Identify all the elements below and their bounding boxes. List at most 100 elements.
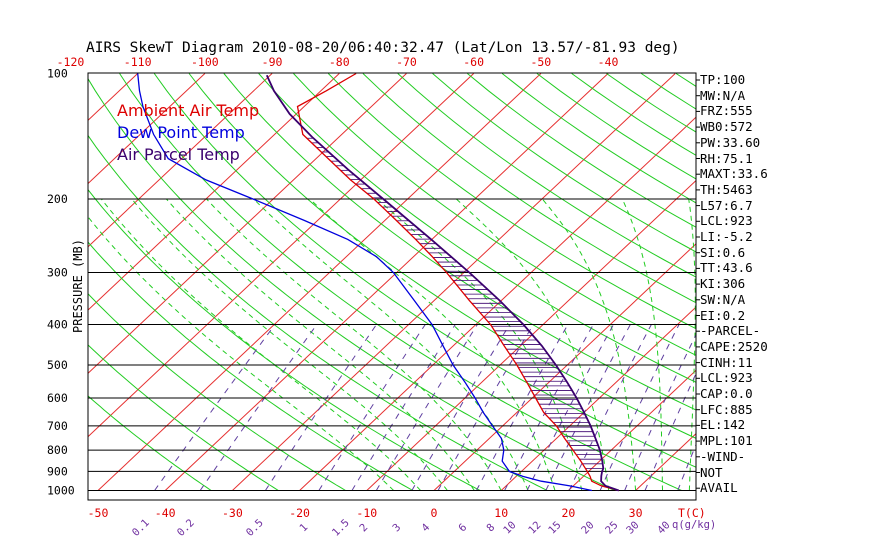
pressure-tick-label: 500 bbox=[47, 358, 68, 372]
index-line: CINH:11 bbox=[700, 354, 753, 370]
top-temperature-tick-label: -100 bbox=[191, 55, 219, 69]
mixing-ratio-tick-label: 1 bbox=[297, 521, 310, 534]
moist-adiabat-line bbox=[100, 198, 421, 491]
pressure-tick-label: 800 bbox=[47, 443, 68, 457]
index-line: LI:-5.2 bbox=[700, 229, 753, 245]
legend-dew-point-temp: Dew Point Temp bbox=[117, 123, 245, 142]
dry-adiabat-line bbox=[432, 73, 696, 253]
dry-adiabat-line bbox=[153, 73, 696, 468]
index-line: KI:306 bbox=[700, 276, 746, 292]
mixing-ratio-tick-label: 30 bbox=[624, 519, 641, 536]
top-temperature-tick-label: -40 bbox=[598, 55, 619, 69]
mixing-ratio-tick-label: 3 bbox=[390, 521, 403, 534]
index-line: AVAIL bbox=[700, 480, 738, 496]
bottom-temperature-tick-label: -50 bbox=[88, 506, 109, 520]
dry-adiabat-line bbox=[327, 73, 696, 330]
background-line-layer bbox=[0, 73, 696, 491]
mixing-ratio-tick-label: 6 bbox=[456, 521, 469, 534]
isotherm-line bbox=[500, 306, 696, 491]
index-line: MW:N/A bbox=[700, 87, 746, 103]
top-temperature-tick-label: -50 bbox=[530, 55, 551, 69]
isotherm-line bbox=[366, 179, 696, 491]
moist-adiabat-line bbox=[253, 198, 529, 491]
mixing-ratio-line bbox=[351, 324, 456, 491]
dry-adiabat-line bbox=[223, 73, 696, 411]
bottom-temperature-tick-label: -40 bbox=[155, 506, 176, 520]
dry-adiabat-line bbox=[88, 188, 481, 491]
dry-adiabat-line bbox=[119, 73, 682, 491]
top-temperature-tick-label: -90 bbox=[262, 55, 283, 69]
mixing-ratio-line bbox=[624, 333, 696, 491]
dry-adiabat-line bbox=[88, 293, 346, 491]
index-line: LCL:923 bbox=[700, 213, 753, 229]
index-line: TT:43.6 bbox=[700, 260, 753, 276]
legend-ambient-air-temp: Ambient Air Temp bbox=[117, 101, 260, 120]
mixing-ratio-tick-label: 1.5 bbox=[330, 517, 352, 539]
ambient-air-temp-line bbox=[296, 72, 619, 492]
dry-adiabat-line bbox=[397, 73, 696, 278]
index-line: L57:6.7 bbox=[700, 197, 753, 213]
mixing-ratio-line bbox=[154, 324, 276, 491]
pressure-tick-label: 600 bbox=[47, 391, 68, 405]
top-temperature-tick-label: -60 bbox=[463, 55, 484, 69]
index-line: PW:33.60 bbox=[700, 134, 761, 150]
index-line: CAPE:2520 bbox=[700, 338, 768, 354]
mixing-ratio-tick-label: 40 bbox=[655, 519, 672, 536]
dry-adiabat-line bbox=[362, 73, 696, 304]
mixing-ratio-tick-label: 12 bbox=[526, 519, 543, 536]
index-line: LFC:885 bbox=[700, 401, 753, 417]
index-line: LCL:923 bbox=[700, 370, 753, 386]
mixing-ratio-line bbox=[599, 324, 680, 491]
mixing-ratio-unit-label: q(g/kg) bbox=[672, 519, 716, 531]
isotherm-line bbox=[164, 73, 609, 491]
mixing-ratio-tick-label: 8 bbox=[484, 521, 497, 534]
index-line: EI:0.2 bbox=[700, 307, 746, 323]
isotherm-line bbox=[299, 116, 696, 491]
bottom-temperature-tick-label: 20 bbox=[561, 506, 575, 520]
bottom-temperature-tick-label: 30 bbox=[629, 506, 643, 520]
moist-adiabat-line bbox=[131, 198, 448, 491]
top-temperature-tick-label: -120 bbox=[57, 55, 85, 69]
index-line: EL:142 bbox=[700, 417, 746, 433]
pressure-tick-label: 100 bbox=[47, 67, 68, 81]
index-line: -WIND- bbox=[700, 448, 746, 464]
chart-title: AIRS SkewT Diagram 2010-08-20/06:40:32.4… bbox=[86, 40, 680, 56]
isotherm-line bbox=[88, 73, 340, 311]
stability-indices-panel: TP:100 MW:N/A FRZ:555 WB0:572 PW:33.60 RH:75.… bbox=[700, 72, 865, 496]
pressure-tick-label: 200 bbox=[47, 192, 68, 206]
isotherm-line bbox=[0, 74, 3, 491]
index-line: TP:100 bbox=[700, 72, 746, 87]
series-layer bbox=[137, 72, 620, 492]
plot-frame bbox=[87, 72, 697, 501]
index-line: TH:5463 bbox=[700, 181, 753, 197]
dry-adiabat-line bbox=[88, 241, 414, 491]
moist-adiabat-line bbox=[206, 198, 502, 491]
mixing-ratio-tick-label: 2 bbox=[357, 521, 370, 534]
moist-adiabat-line bbox=[166, 198, 475, 491]
top-temperature-tick-label: -110 bbox=[124, 55, 152, 69]
index-line: WB0:572 bbox=[700, 119, 753, 135]
bottom-temperature-tick-label: 10 bbox=[494, 506, 508, 520]
dry-adiabat-line bbox=[88, 344, 279, 491]
dry-adiabat-line bbox=[293, 73, 696, 356]
bottom-temperature-tick-label: -30 bbox=[222, 506, 243, 520]
top-temperature-tick-label: -80 bbox=[329, 55, 350, 69]
index-line: MAXT:33.6 bbox=[700, 166, 768, 182]
dry-adiabat-line bbox=[88, 77, 615, 491]
index-line: -PARCEL- bbox=[700, 323, 761, 339]
top-temperature-tick-label: -70 bbox=[396, 55, 417, 69]
isotherm-line bbox=[433, 243, 696, 491]
index-line: NOT bbox=[700, 464, 723, 480]
bottom-temperature-tick-label: 0 bbox=[431, 506, 438, 520]
cape-hatching bbox=[306, 137, 604, 469]
mixing-ratio-tick-label: 20 bbox=[579, 519, 596, 536]
dry-adiabat-line bbox=[88, 134, 548, 491]
mixing-ratio-line bbox=[545, 324, 631, 491]
moist-adiabat-line bbox=[376, 198, 583, 491]
y-axis-label: PRESSURE (MB) bbox=[71, 239, 85, 333]
pressure-tick-label: 300 bbox=[47, 265, 68, 279]
mixing-ratio-line bbox=[318, 324, 426, 491]
dry-adiabat-line bbox=[88, 395, 212, 491]
